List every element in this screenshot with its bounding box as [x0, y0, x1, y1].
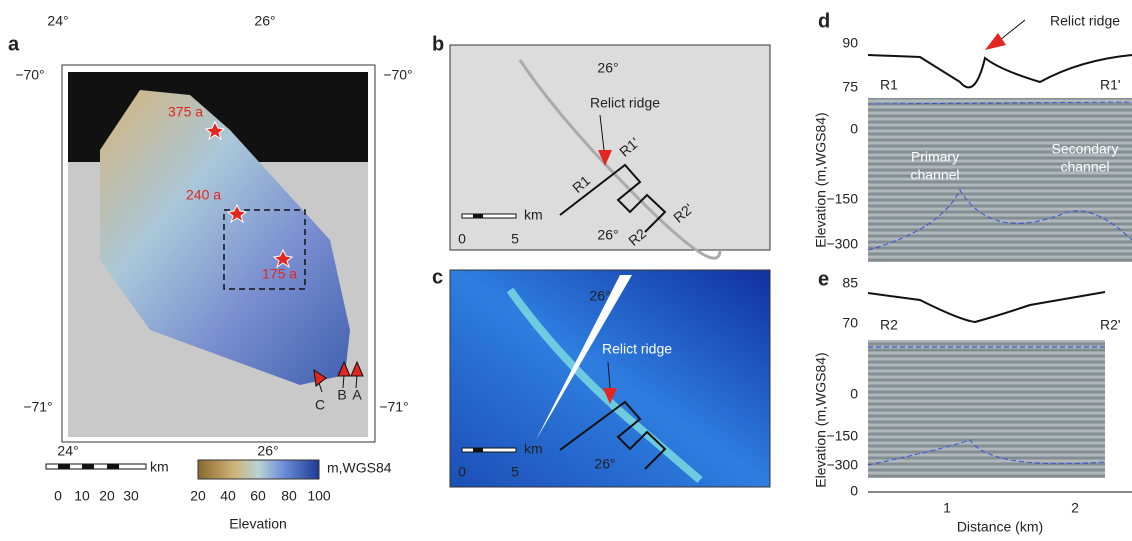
- arrow-label: C: [315, 397, 325, 413]
- tick-label: 2: [1071, 500, 1079, 516]
- scalebar-unit: km: [524, 441, 543, 457]
- arrow: [1000, 20, 1025, 40]
- age-label: 375 a: [168, 104, 203, 120]
- panel-label: a: [8, 33, 20, 55]
- surface-profile: [868, 292, 1105, 322]
- annotation: Relict ridge: [1050, 13, 1120, 29]
- colorbar-tick: 100: [307, 488, 331, 504]
- lat-label: −71°: [23, 399, 52, 415]
- tick-label: 70: [842, 315, 858, 331]
- panel-b: b 26° 26° Relict ridge R1 R1' R2 R2' km …: [432, 33, 770, 258]
- hillshade-image: [450, 45, 770, 250]
- colorbar: [198, 460, 319, 479]
- y-axis-label: Elevation (m,WGS84): [813, 112, 829, 247]
- tick-label: 75: [842, 79, 858, 95]
- panel-label: b: [432, 33, 444, 55]
- profile-end: R2': [1100, 317, 1121, 333]
- scalebar-tick: 20: [99, 488, 115, 504]
- tick-label: −300: [826, 457, 858, 473]
- profile-end: R2: [880, 317, 898, 333]
- scalebar: [462, 214, 516, 218]
- channel-label: Primary: [911, 149, 959, 165]
- tick-label: −150: [826, 191, 858, 207]
- arrow-label: B: [337, 387, 346, 403]
- tick-label: 90: [842, 35, 858, 51]
- lon-label: 26°: [254, 13, 275, 29]
- tick-label: −150: [826, 428, 858, 444]
- radargram: [868, 98, 1132, 262]
- scalebar: [473, 214, 483, 218]
- lon-label: 24°: [57, 443, 78, 459]
- x-axis-label: Distance (km): [957, 519, 1043, 535]
- lon-label: 26°: [589, 288, 610, 304]
- lon-label: 26°: [594, 456, 615, 472]
- lat-label: −71°: [379, 399, 408, 415]
- age-label: 240 a: [186, 187, 221, 203]
- colorbar-tick: 80: [281, 488, 297, 504]
- surface-profile: [868, 55, 1132, 87]
- figure: a 24° 26° 24° 26° −70° −71° −70° −71° 37…: [0, 0, 1132, 536]
- channel-label: Secondary: [1052, 141, 1119, 157]
- channel-label: channel: [1060, 159, 1109, 175]
- lon-label: 26°: [257, 443, 278, 459]
- scalebar: [462, 448, 516, 452]
- scalebar-tick: 10: [74, 488, 90, 504]
- tick-label: 0: [850, 386, 858, 402]
- arrow: [985, 33, 1006, 50]
- panel-d: d Relict ridge 90 75 R1 R1' 0 −150 −300 …: [813, 10, 1132, 262]
- tick-label: 85: [842, 275, 858, 291]
- tick-label: 0: [850, 121, 858, 137]
- panel-label: e: [818, 268, 829, 290]
- lon-label: 26°: [597, 227, 618, 243]
- panel-c: c 26° 26° Relict ridge km 0 5: [432, 266, 770, 487]
- scalebar-tick: 0: [458, 464, 466, 480]
- scalebar-tick: 30: [123, 488, 139, 504]
- lon-label: 24°: [47, 13, 68, 29]
- profile-end: R1: [880, 77, 898, 93]
- scalebar-unit: km: [150, 459, 169, 475]
- scalebar-tick: 0: [54, 488, 62, 504]
- lat-label: −70°: [15, 67, 44, 83]
- scalebar: [46, 464, 146, 469]
- scalebar-tick: 5: [511, 231, 519, 247]
- panel-label: c: [432, 266, 443, 288]
- tick-label: 0: [850, 483, 858, 499]
- tick-label: −300: [826, 236, 858, 252]
- colorbar-tick: 60: [250, 488, 266, 504]
- lat-label: −70°: [383, 67, 412, 83]
- arrow-label: A: [352, 387, 362, 403]
- scalebar-tick: 5: [511, 464, 519, 480]
- age-label: 175 a: [262, 266, 297, 282]
- colorbar-label: Elevation: [229, 516, 287, 532]
- channel-label: channel: [910, 167, 959, 183]
- scalebar: [473, 448, 483, 452]
- panel-a: a 24° 26° 24° 26° −70° −71° −70° −71° 37…: [8, 13, 413, 532]
- y-axis-label: Elevation (m,WGS84): [813, 352, 829, 487]
- annotation: Relict ridge: [590, 95, 660, 111]
- colorbar-tick: 20: [190, 488, 206, 504]
- profile-end: R1': [1100, 77, 1121, 93]
- panel-e: e 85 70 R2 R2' 0 −150 −300 0 1 2 Distanc…: [813, 268, 1132, 534]
- panel-label: d: [818, 10, 830, 32]
- annotation: Relict ridge: [602, 341, 672, 357]
- lon-label: 26°: [597, 60, 618, 76]
- colorbar-tick: 40: [220, 488, 236, 504]
- tick-label: 1: [943, 500, 951, 516]
- colorbar-unit: m,WGS84: [327, 460, 392, 476]
- scalebar-unit: km: [524, 207, 543, 223]
- scalebar-tick: 0: [458, 231, 466, 247]
